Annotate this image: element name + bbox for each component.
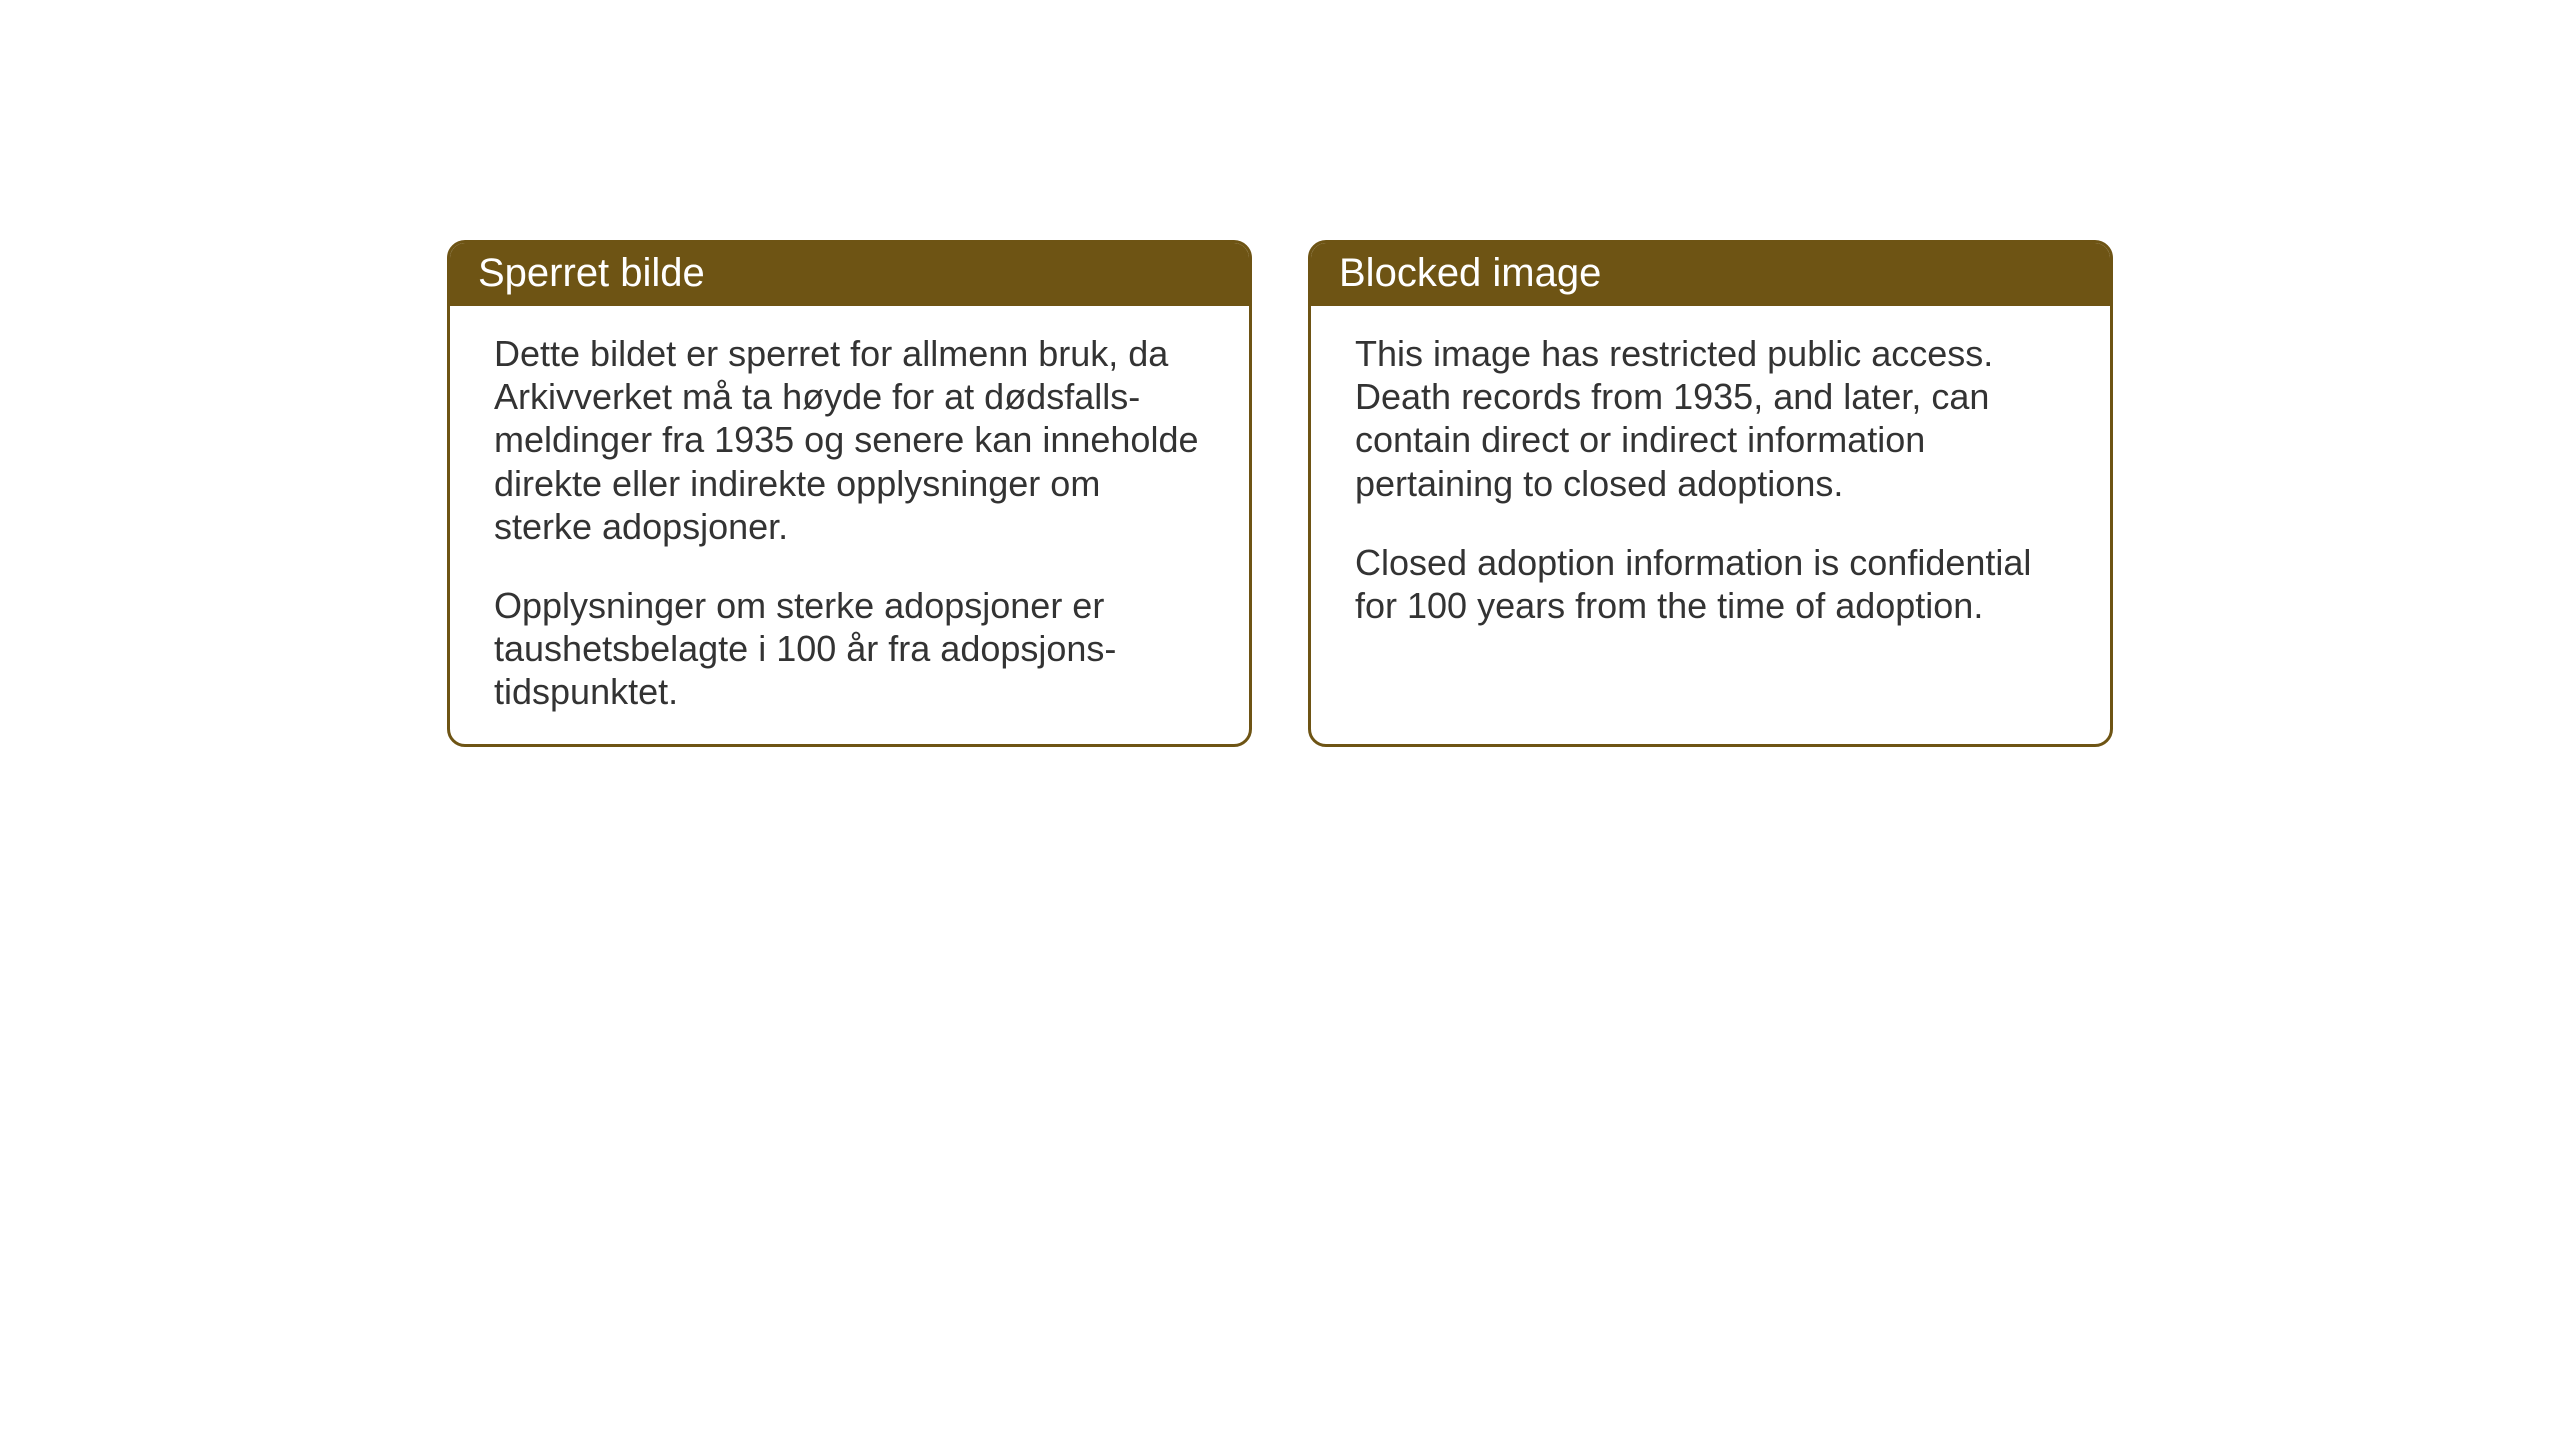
- card-header-english: Blocked image: [1311, 243, 2110, 306]
- card-header-norwegian: Sperret bilde: [450, 243, 1249, 306]
- card-paragraph-norwegian-2: Opplysninger om sterke adopsjoner er tau…: [494, 584, 1205, 714]
- notice-card-english: Blocked image This image has restricted …: [1308, 240, 2113, 747]
- notice-container: Sperret bilde Dette bildet er sperret fo…: [447, 240, 2113, 747]
- card-paragraph-norwegian-1: Dette bildet er sperret for allmenn bruk…: [494, 332, 1205, 548]
- card-body-norwegian: Dette bildet er sperret for allmenn bruk…: [450, 306, 1249, 744]
- card-paragraph-english-2: Closed adoption information is confident…: [1355, 541, 2066, 627]
- card-title-norwegian: Sperret bilde: [478, 251, 705, 295]
- card-paragraph-english-1: This image has restricted public access.…: [1355, 332, 2066, 505]
- notice-card-norwegian: Sperret bilde Dette bildet er sperret fo…: [447, 240, 1252, 747]
- card-title-english: Blocked image: [1339, 251, 1601, 295]
- card-body-english: This image has restricted public access.…: [1311, 306, 2110, 696]
